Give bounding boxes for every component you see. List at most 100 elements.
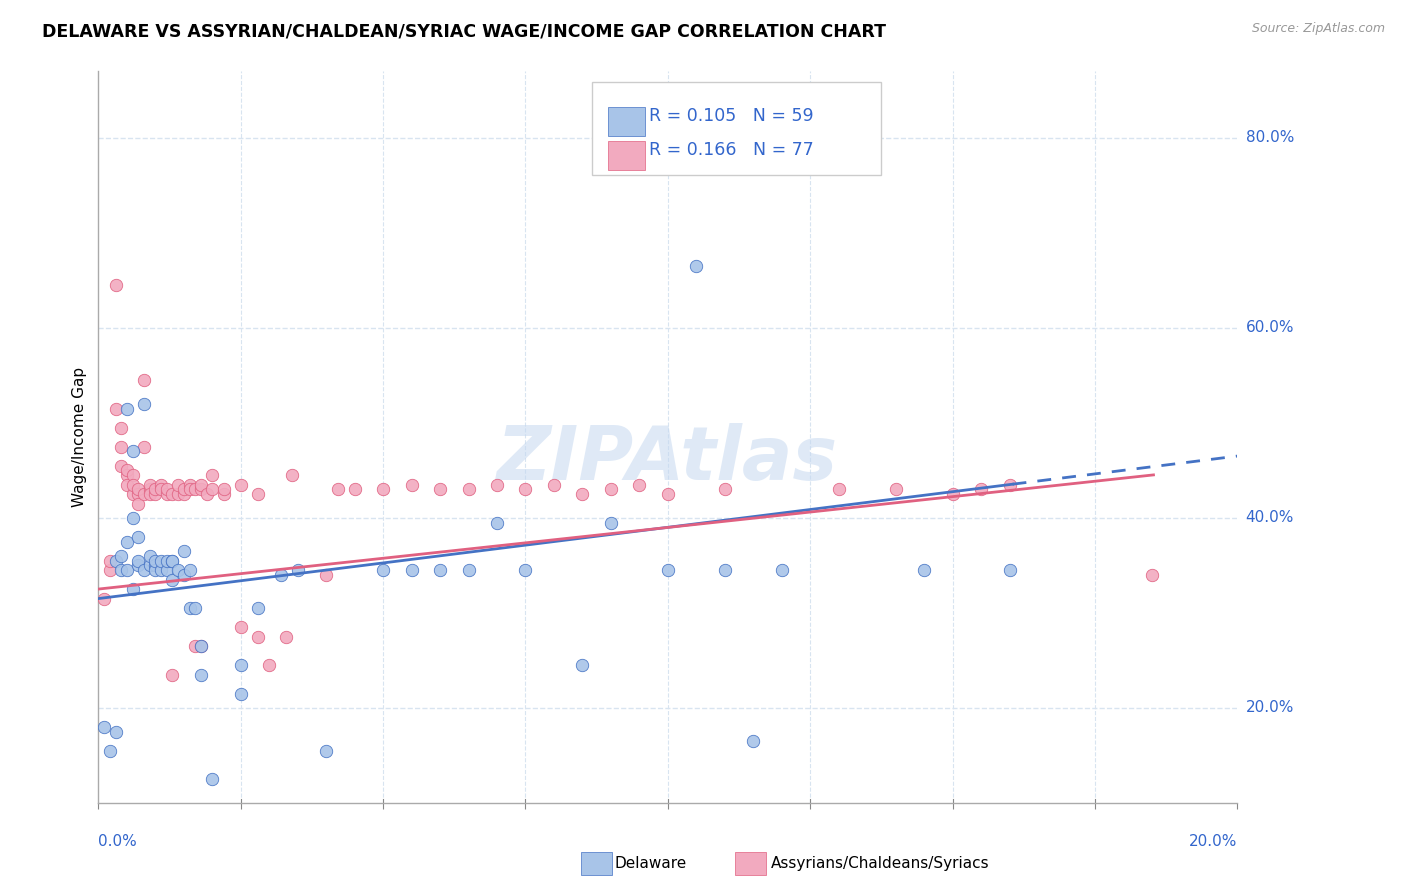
Point xyxy=(201,468,224,483)
Point xyxy=(115,477,138,491)
Point xyxy=(104,724,127,739)
Point xyxy=(281,468,304,483)
Point xyxy=(190,667,212,681)
Point xyxy=(104,401,127,416)
Point xyxy=(132,373,155,387)
Text: R = 0.166   N = 77: R = 0.166 N = 77 xyxy=(648,141,814,159)
Point xyxy=(457,483,479,497)
Point xyxy=(179,477,201,491)
Point xyxy=(121,468,143,483)
Text: 80.0%: 80.0% xyxy=(1246,130,1294,145)
Point xyxy=(93,720,115,734)
Point xyxy=(156,487,179,501)
Point xyxy=(195,487,218,501)
Text: 60.0%: 60.0% xyxy=(1246,320,1294,335)
Point xyxy=(162,487,184,501)
Point xyxy=(179,563,201,577)
Point xyxy=(121,582,143,596)
Point xyxy=(828,483,851,497)
Point xyxy=(121,444,143,458)
Point xyxy=(121,511,143,525)
Point xyxy=(156,483,179,497)
Point xyxy=(246,601,269,615)
Point xyxy=(162,553,184,567)
Point xyxy=(127,553,149,567)
Point xyxy=(115,563,138,577)
Point xyxy=(162,667,184,681)
Point xyxy=(259,658,281,673)
Point xyxy=(93,591,115,606)
Point xyxy=(127,483,149,497)
Point xyxy=(429,563,451,577)
Text: DELAWARE VS ASSYRIAN/CHALDEAN/SYRIAC WAGE/INCOME GAP CORRELATION CHART: DELAWARE VS ASSYRIAN/CHALDEAN/SYRIAC WAG… xyxy=(42,22,886,40)
Point xyxy=(145,563,167,577)
Text: Assyrians/Chaldeans/Syriacs: Assyrians/Chaldeans/Syriacs xyxy=(770,856,988,871)
Point xyxy=(110,420,132,434)
Point xyxy=(121,477,143,491)
Point xyxy=(132,563,155,577)
Point xyxy=(145,553,167,567)
Point xyxy=(714,483,737,497)
Point xyxy=(162,553,184,567)
Point xyxy=(315,567,337,582)
Point xyxy=(173,487,195,501)
Point xyxy=(315,743,337,757)
Point xyxy=(326,483,349,497)
Point xyxy=(229,658,252,673)
Point xyxy=(98,743,121,757)
Point xyxy=(486,477,509,491)
Point xyxy=(173,483,195,497)
Point xyxy=(127,530,149,544)
Point xyxy=(571,487,593,501)
Point xyxy=(373,483,395,497)
Point xyxy=(150,477,173,491)
Point xyxy=(184,483,207,497)
Point xyxy=(998,563,1021,577)
Point xyxy=(167,477,190,491)
Point xyxy=(110,549,132,563)
Point xyxy=(401,477,423,491)
Point xyxy=(628,477,651,491)
Point xyxy=(486,516,509,530)
Point xyxy=(429,483,451,497)
Point xyxy=(571,658,593,673)
Point xyxy=(270,567,292,582)
Point xyxy=(104,553,127,567)
Point xyxy=(212,483,235,497)
Point xyxy=(884,483,907,497)
Point xyxy=(600,516,623,530)
Point xyxy=(138,487,160,501)
Point xyxy=(190,477,212,491)
Point xyxy=(115,463,138,477)
Point xyxy=(600,483,623,497)
Point xyxy=(167,563,190,577)
Point xyxy=(173,567,195,582)
Point xyxy=(145,483,167,497)
Point xyxy=(115,468,138,483)
Point xyxy=(657,487,679,501)
Point xyxy=(115,534,138,549)
Point xyxy=(150,563,173,577)
Point xyxy=(287,563,309,577)
Point xyxy=(121,487,143,501)
Point xyxy=(184,639,207,653)
Text: Delaware: Delaware xyxy=(614,856,686,871)
Point xyxy=(685,259,707,273)
Text: 20.0%: 20.0% xyxy=(1246,700,1294,715)
Point xyxy=(167,487,190,501)
Point xyxy=(98,553,121,567)
Point xyxy=(201,772,224,786)
Text: Source: ZipAtlas.com: Source: ZipAtlas.com xyxy=(1251,22,1385,36)
Y-axis label: Wage/Income Gap: Wage/Income Gap xyxy=(72,367,87,508)
Point xyxy=(115,401,138,416)
Point xyxy=(145,558,167,573)
Point xyxy=(515,563,537,577)
Point xyxy=(190,639,212,653)
Point xyxy=(179,483,201,497)
Point xyxy=(150,553,173,567)
Point xyxy=(145,487,167,501)
Point xyxy=(127,558,149,573)
Point xyxy=(150,483,173,497)
Point xyxy=(276,630,298,644)
Point xyxy=(998,477,1021,491)
